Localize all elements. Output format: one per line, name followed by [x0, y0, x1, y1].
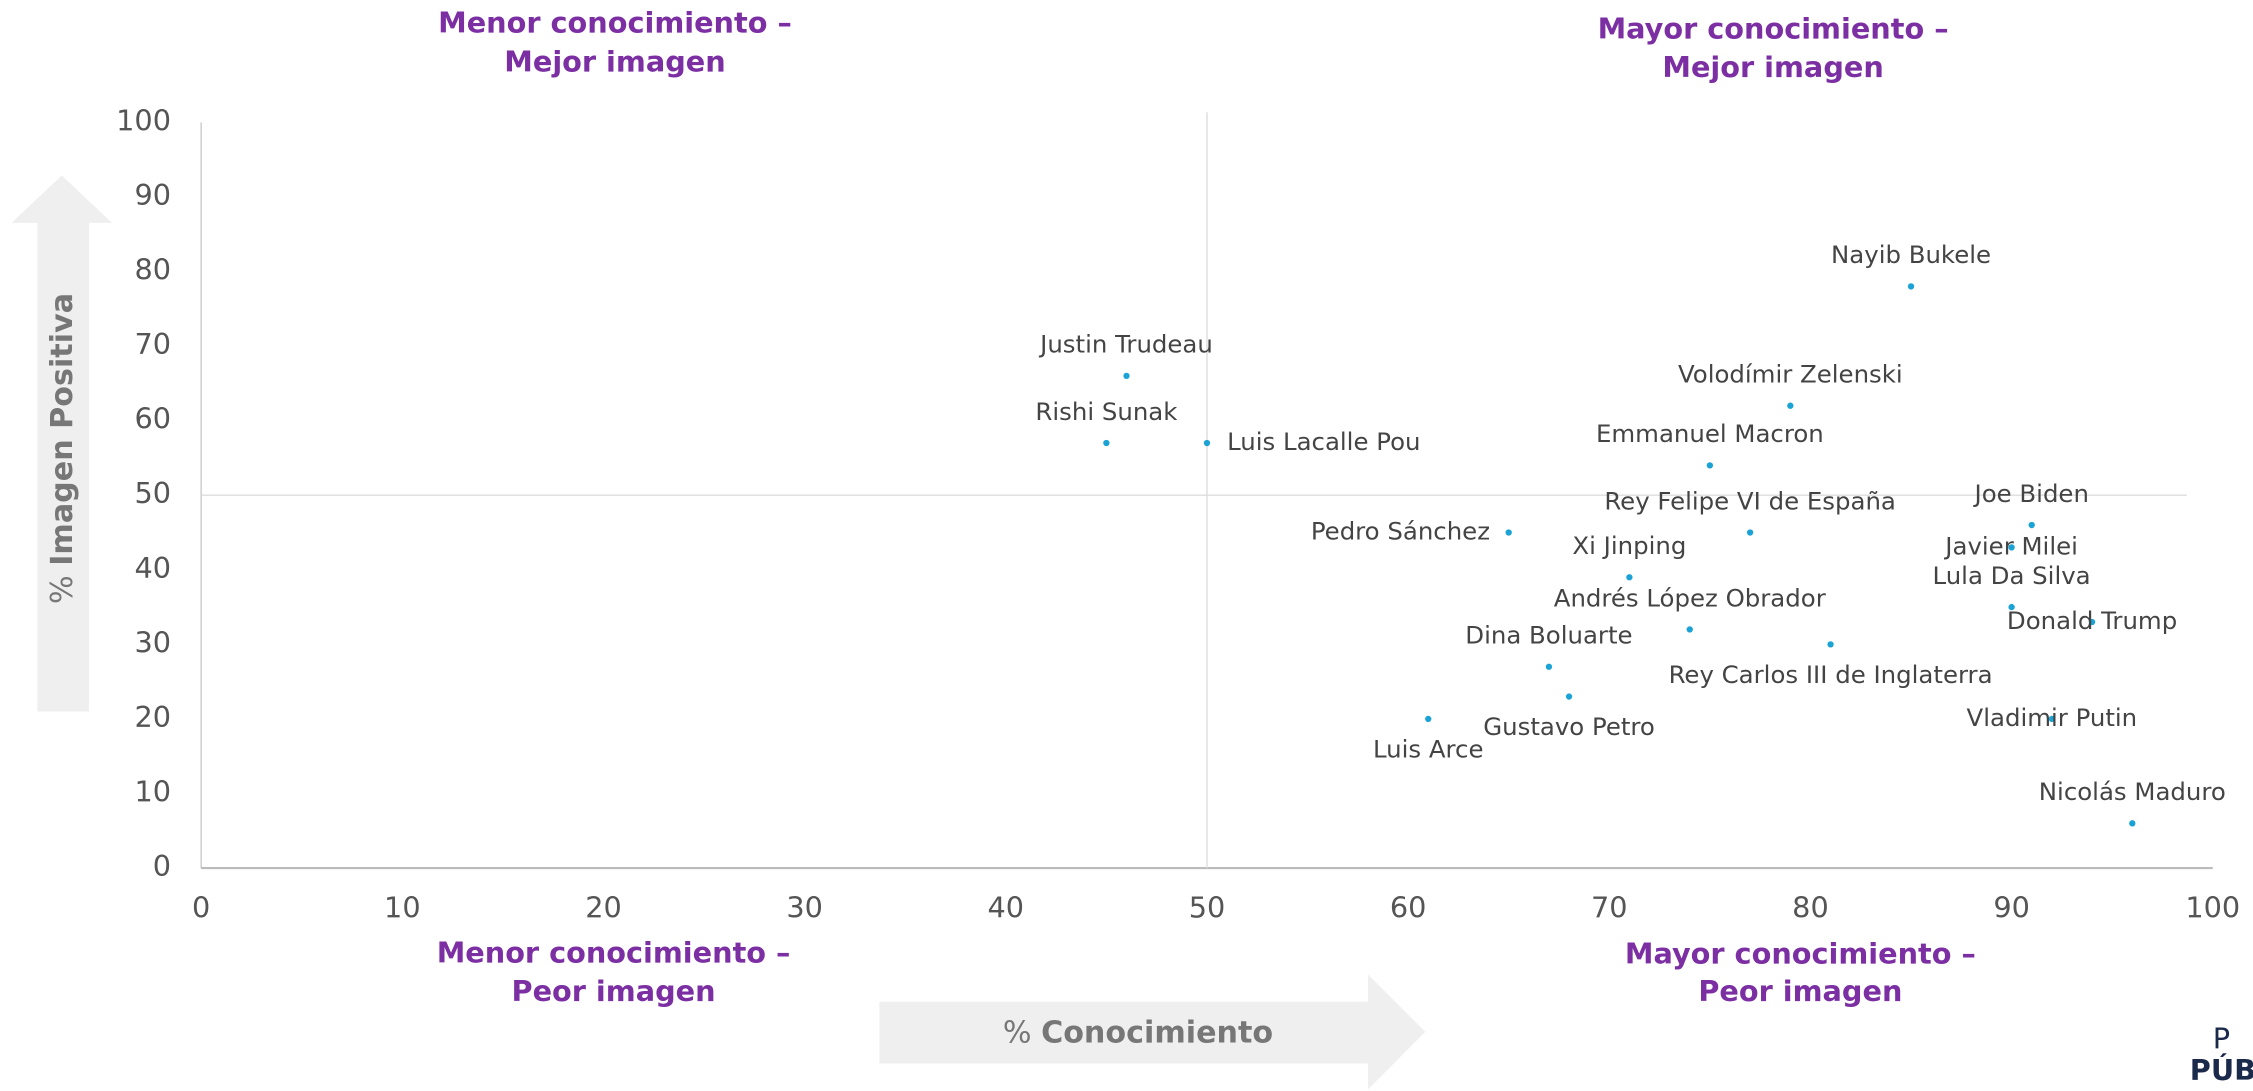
y-tick-label: 100 [116, 103, 171, 137]
x-tick-label: 10 [384, 891, 421, 925]
point-label: Emmanuel Macron [1596, 419, 1824, 448]
point-label: Lula Da Silva [1933, 561, 2091, 590]
point [1626, 574, 1633, 581]
y-tick-label: 70 [134, 327, 171, 361]
point [2088, 618, 2096, 626]
x-tick-label: 80 [1792, 891, 1829, 925]
y-axis-text: Imagen Positiva [45, 293, 80, 566]
x-tick-label: 70 [1591, 891, 1628, 925]
y-tick-label: 30 [134, 625, 171, 659]
y-tick-label: 60 [134, 402, 171, 436]
x-tick-label: 0 [192, 891, 210, 925]
x-tick-label: 90 [1993, 891, 2030, 925]
y-tick-label: 50 [134, 476, 171, 510]
quadrant-label: Mejor imagen [504, 44, 725, 78]
quadrant-label: Peor imagen [512, 974, 716, 1008]
point [1123, 372, 1130, 380]
point-label: Vladimir Putin [1967, 703, 2138, 732]
point [2008, 544, 2015, 551]
y-tick-label: 0 [153, 849, 171, 883]
point-label: Rey Carlos III de Inglaterra [1669, 660, 1993, 689]
point [1907, 283, 1915, 290]
y-tick-label: 90 [134, 178, 171, 212]
x-arrow [879, 974, 1426, 1090]
x-axis-unit: % [1003, 1015, 1032, 1050]
quadrant-label: Mayor conocimiento – [1625, 937, 1976, 971]
x-tick-label: 30 [786, 891, 823, 925]
point-label: Luis Arce [1373, 735, 1484, 764]
point [2048, 715, 2056, 723]
point [1787, 402, 1794, 409]
x-tick-label: 20 [585, 891, 622, 925]
y-arrow [11, 175, 113, 712]
point-label: Nayib Bukele [1831, 240, 1991, 269]
x-tick-label: 40 [988, 891, 1025, 925]
point-label: Rey Felipe VI de España [1604, 486, 1896, 515]
point [1706, 462, 1714, 469]
point-label: Javier Milei [1943, 531, 2078, 560]
point [2008, 603, 2015, 611]
point [1565, 693, 1573, 700]
point [1103, 439, 1110, 447]
y-axis-unit: % [45, 575, 80, 604]
quadrant-label: Peor imagen [1698, 974, 1902, 1008]
point [2129, 820, 2136, 827]
y-tick-label: 10 [134, 775, 171, 809]
y-tick-label: 80 [134, 252, 171, 286]
x-tick-label: 50 [1189, 891, 1226, 925]
point-label: Luis Lacalle Pou [1227, 427, 1420, 456]
point-label: Andrés López Obrador [1554, 583, 1827, 612]
y-axis-title: % Imagen Positiva [45, 293, 80, 604]
quadrant-label: Mejor imagen [1662, 50, 1883, 84]
point [1425, 715, 1432, 723]
y-tick-label: 20 [134, 700, 171, 734]
quadrant-label: Mayor conocimiento – [1598, 11, 1949, 45]
y-tick-label: 40 [134, 551, 171, 585]
x-axis-title: % Conocimiento [1003, 1015, 1273, 1050]
point-label: Rishi Sunak [1035, 397, 1178, 426]
quadrant-label: Menor conocimiento – [437, 935, 791, 969]
logo: PÚB [2190, 1053, 2253, 1087]
point-label: Nicolás Maduro [2039, 777, 2226, 806]
x-tick-label: 100 [2185, 891, 2240, 925]
point-label: Donald Trump [2007, 606, 2177, 635]
point-label: Justin Trudeau [1038, 330, 1213, 359]
point-label: Gustavo Petro [1483, 712, 1655, 741]
point-label: Dina Boluarte [1465, 621, 1632, 650]
point [1545, 663, 1553, 670]
point-label: Joe Biden [1973, 479, 2089, 508]
x-axis-text: Conocimiento [1041, 1015, 1273, 1050]
point [1827, 641, 1834, 648]
x-tick-label: 60 [1390, 891, 1427, 925]
point [1203, 439, 1211, 447]
point [1746, 529, 1754, 536]
quadrant-label: Menor conocimiento – [438, 6, 792, 40]
point-label: Pedro Sánchez [1311, 516, 1490, 545]
point-label: Volodímir Zelenski [1678, 360, 1903, 389]
logo: P [2213, 1021, 2230, 1055]
point [1505, 529, 1512, 536]
point [2028, 521, 2035, 529]
point [1686, 626, 1693, 633]
point-label: Xi Jinping [1572, 531, 1686, 560]
